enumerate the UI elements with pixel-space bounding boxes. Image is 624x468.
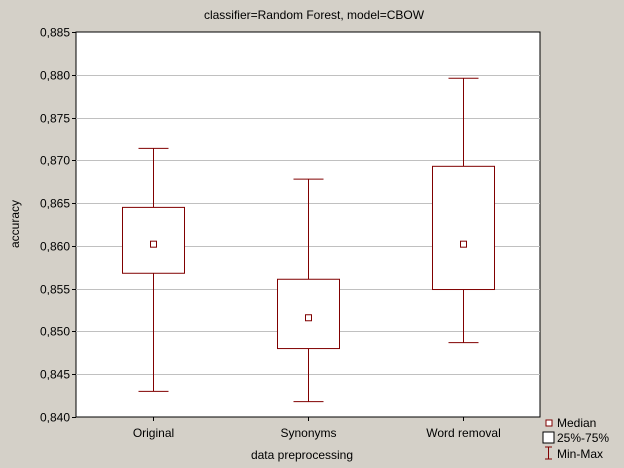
- median-marker: [305, 314, 312, 322]
- legend-median-label: Median: [557, 416, 596, 430]
- legend-median-marker: [545, 419, 553, 427]
- y-tick-label: 0,885: [40, 26, 70, 40]
- y-tick-label: 0,880: [40, 69, 70, 83]
- legend-whisker-marker: [545, 446, 552, 460]
- box-synonyms: [277, 178, 340, 403]
- iqr-box: [122, 206, 185, 274]
- y-tick-label: 0,840: [40, 411, 70, 425]
- y-tick-label: 0,845: [40, 368, 70, 382]
- box-series: [122, 77, 495, 403]
- median-marker: [150, 240, 157, 248]
- box-word-removal: [432, 77, 495, 344]
- legend-box-marker: [542, 431, 555, 444]
- iqr-box: [277, 278, 340, 350]
- median-marker: [460, 240, 467, 248]
- box-original: [122, 147, 185, 392]
- legend-box-label: 25%-75%: [557, 431, 609, 445]
- y-tick-label: 0,860: [40, 240, 70, 254]
- x-axis-title: data preprocessing: [251, 448, 353, 462]
- y-axis-ticks: 0,840 0,845 0,850 0,855 0,860 0,865 0,870 0,875…: [40, 26, 76, 425]
- y-tick-label: 0,855: [40, 283, 70, 297]
- x-tick-label: Synonyms: [280, 426, 336, 440]
- chart-title: classifier=Random Forest, model=CBOW: [204, 8, 425, 22]
- x-tick-label: Word removal: [426, 426, 500, 440]
- y-axis-title: accuracy: [8, 200, 22, 248]
- y-tick-label: 0,850: [40, 325, 70, 339]
- y-tick-label: 0,875: [40, 112, 70, 126]
- iqr-box: [432, 165, 495, 291]
- legend-minmax-label: Min-Max: [557, 447, 603, 461]
- y-tick-label: 0,865: [40, 197, 70, 211]
- y-tick-label: 0,870: [40, 154, 70, 168]
- legend: Median 25%-75% Min-Max: [542, 416, 609, 461]
- x-tick-label: Original: [133, 426, 174, 440]
- x-axis-ticks: Original Synonyms Word removal: [133, 417, 501, 440]
